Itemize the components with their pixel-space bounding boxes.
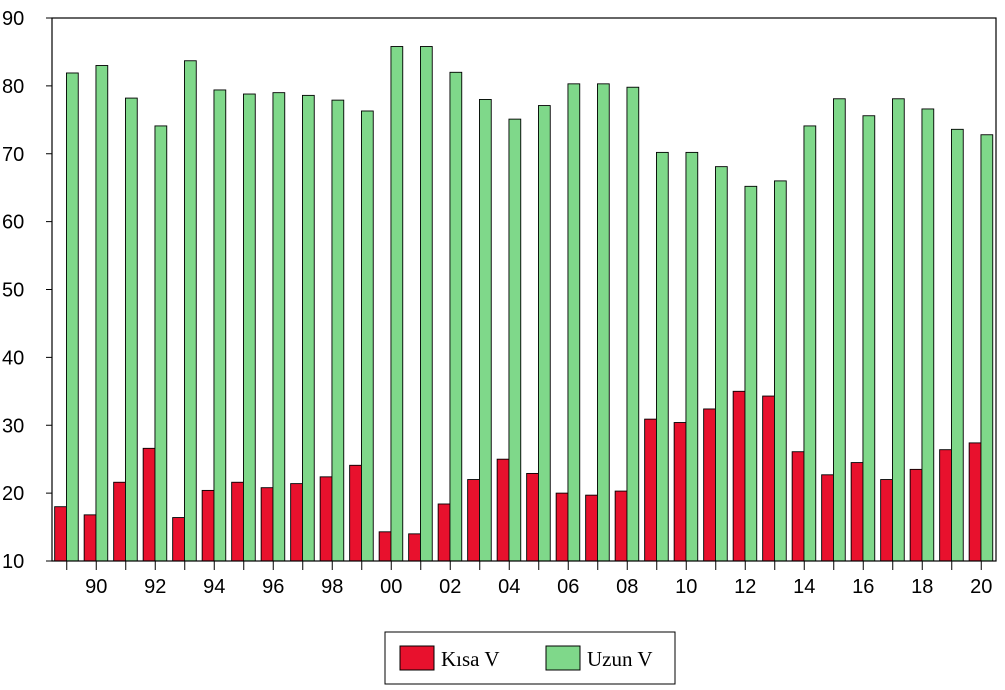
uzun-v-bar-2002 bbox=[449, 71, 463, 562]
uzun-v-bar-2005 bbox=[538, 105, 551, 562]
kisa-v-bar-1995 bbox=[231, 481, 244, 562]
uzun-v-bar-1992 bbox=[154, 125, 168, 562]
x-tick-label: 02 bbox=[439, 576, 461, 598]
uzun-v-bar-2003 bbox=[479, 98, 492, 562]
x-tick-label: 20 bbox=[970, 576, 992, 598]
uzun-v-bar-2019 bbox=[951, 128, 964, 562]
uzun-v-bar-1998 bbox=[331, 99, 345, 562]
uzun-v-bar-2011 bbox=[715, 166, 728, 562]
y-tick-label: 50 bbox=[2, 280, 24, 302]
x-tick-label: 10 bbox=[675, 576, 697, 598]
x-tick-label: 16 bbox=[852, 576, 874, 598]
kisa-v-bar-1993 bbox=[172, 517, 185, 562]
kisa-v-bar-2004 bbox=[496, 458, 510, 562]
y-tick-label: 40 bbox=[2, 347, 24, 369]
uzun-v-bar-2017 bbox=[892, 98, 905, 562]
kisa-v-bar-2005 bbox=[526, 472, 539, 562]
bars-layer bbox=[54, 46, 994, 562]
y-tick-label: 70 bbox=[2, 144, 24, 166]
kisa-v-bar-2014 bbox=[791, 451, 805, 562]
kisa-v-bar-1990 bbox=[83, 514, 97, 562]
uzun-v-bar-2004 bbox=[508, 118, 522, 562]
kisa-v-bar-2010 bbox=[673, 422, 687, 562]
uzun-v-bar-2009 bbox=[656, 151, 669, 562]
y-tick-label: 10 bbox=[2, 551, 24, 573]
legend-swatch-uzun-v bbox=[545, 645, 581, 671]
x-tick-label: 00 bbox=[380, 576, 402, 598]
uzun-v-bar-1999 bbox=[361, 110, 374, 562]
uzun-v-bar-1994 bbox=[213, 89, 227, 562]
kisa-v-bar-2006 bbox=[555, 492, 569, 562]
kisa-v-bar-1998 bbox=[319, 476, 333, 562]
kisa-v-bar-2008 bbox=[614, 490, 628, 562]
x-tick-label: 12 bbox=[734, 576, 756, 598]
uzun-v-bar-2007 bbox=[597, 83, 610, 562]
uzun-v-bar-2000 bbox=[390, 46, 404, 562]
kisa-v-bar-1997 bbox=[290, 483, 303, 562]
uzun-v-bar-2010 bbox=[685, 151, 699, 562]
y-tick-label: 90 bbox=[2, 8, 24, 30]
kisa-v-bar-2007 bbox=[585, 494, 598, 562]
uzun-v-bar-2001 bbox=[420, 46, 433, 562]
x-tick-label: 90 bbox=[85, 576, 107, 598]
kisa-v-bar-2002 bbox=[437, 503, 451, 562]
uzun-v-bar-1991 bbox=[124, 97, 138, 562]
x-tick-label: 94 bbox=[203, 576, 225, 598]
kisa-v-bar-2012 bbox=[732, 390, 746, 562]
y-tick-label: 20 bbox=[2, 483, 24, 505]
uzun-v-bar-2012 bbox=[744, 185, 758, 562]
kisa-v-bar-2015 bbox=[821, 474, 834, 562]
kisa-v-bar-1992 bbox=[142, 447, 156, 562]
kisa-v-bar-1991 bbox=[113, 481, 126, 562]
kisa-v-bar-1994 bbox=[201, 489, 215, 562]
uzun-v-bar-2020 bbox=[980, 134, 994, 562]
uzun-v-bar-2016 bbox=[862, 115, 876, 562]
uzun-v-bar-2015 bbox=[833, 98, 846, 562]
x-tick-label: 14 bbox=[793, 576, 815, 598]
kisa-v-bar-2009 bbox=[644, 418, 657, 562]
kisa-v-bar-2003 bbox=[467, 479, 480, 562]
uzun-v-bar-1989 bbox=[65, 72, 79, 562]
x-tick-label: 96 bbox=[262, 576, 284, 598]
uzun-v-bar-2018 bbox=[921, 108, 935, 562]
kisa-v-bar-2011 bbox=[703, 408, 716, 562]
kisa-v-bar-2013 bbox=[762, 395, 775, 562]
x-tick-label: 06 bbox=[557, 576, 579, 598]
kisa-v-bar-2001 bbox=[408, 533, 421, 562]
kisa-v-bar-2017 bbox=[880, 479, 893, 562]
legend-swatch-kisa-v bbox=[399, 645, 435, 671]
uzun-v-bar-1997 bbox=[302, 94, 315, 562]
x-tick-label: 08 bbox=[616, 576, 638, 598]
kisa-v-bar-2016 bbox=[850, 462, 864, 562]
kisa-v-bar-2000 bbox=[378, 531, 392, 562]
y-axis: 10 20 30 40 50 60 70 80 90 bbox=[2, 8, 52, 573]
kisa-v-bar-2020 bbox=[968, 442, 982, 562]
uzun-v-bar-1993 bbox=[184, 60, 197, 562]
y-tick-label: 80 bbox=[2, 76, 24, 98]
kisa-v-bar-2018 bbox=[909, 468, 923, 562]
x-tick-label: 92 bbox=[144, 576, 166, 598]
kisa-v-bar-2019 bbox=[939, 449, 952, 562]
x-axis: 90 92 94 96 98 00 02 04 06 08 10 12 14 16 18 20 bbox=[66, 561, 992, 598]
x-tick-label: 18 bbox=[911, 576, 933, 598]
legend-label-kisa-v: Kısa V bbox=[441, 647, 500, 671]
uzun-v-bar-2006 bbox=[567, 83, 581, 562]
x-tick-label: 04 bbox=[498, 576, 520, 598]
uzun-v-bar-1996 bbox=[272, 92, 286, 562]
uzun-v-bar-2014 bbox=[803, 125, 817, 562]
y-tick-label: 60 bbox=[2, 212, 24, 234]
uzun-v-bar-2008 bbox=[626, 86, 640, 562]
kisa-v-bar-1999 bbox=[349, 464, 362, 562]
legend: Kısa V Uzun V bbox=[384, 631, 676, 685]
y-tick-label: 30 bbox=[2, 415, 24, 437]
x-tick-label: 98 bbox=[321, 576, 343, 598]
kisa-v-bar-1989 bbox=[54, 506, 67, 562]
kisa-v-bar-1996 bbox=[260, 487, 274, 562]
uzun-v-bar-1995 bbox=[243, 93, 256, 562]
legend-label-uzun-v: Uzun V bbox=[587, 647, 653, 671]
uzun-v-bar-1990 bbox=[95, 65, 109, 562]
uzun-v-bar-2013 bbox=[774, 180, 787, 562]
